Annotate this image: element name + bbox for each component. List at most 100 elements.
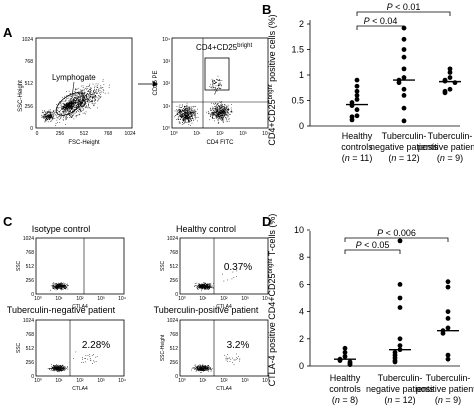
data-point (440, 330, 446, 336)
data-point (445, 279, 451, 285)
panel-d-medians (334, 329, 459, 360)
x-tick-label: 256 (56, 131, 65, 137)
panel-a-plot1-frame (35, 37, 133, 129)
y-tick-label: 0 (30, 126, 33, 132)
y-tick-label: 10³ (163, 59, 171, 65)
panel-c-events (47, 270, 241, 373)
y-tick-label: 512 (170, 264, 179, 270)
panel-c-plot2-frame (179, 237, 269, 295)
y-tick-label: 256 (170, 360, 179, 366)
y-tick-label: 0 (299, 121, 304, 131)
panel-b-y-ticks: 0 0.5 1 1.5 2 (291, 19, 310, 131)
x-tick-label: 10³ (97, 296, 105, 302)
x-tick-label: 10² (76, 378, 84, 384)
event-cloud (50, 282, 69, 291)
y-tick-label: 0 (31, 292, 34, 298)
significance-bracket (356, 11, 451, 16)
panel-d-y-ticks: 0 2 4 6 8 10 (294, 225, 310, 371)
group-label: negative patients (366, 384, 435, 394)
group-label: negative patients (370, 142, 439, 152)
x-tick-label: 10⁴ (118, 296, 126, 302)
group-n: (n = 9) (437, 153, 463, 163)
data-point (342, 354, 348, 359)
y-tick-label: 10 (294, 225, 304, 235)
data-point (447, 86, 453, 92)
data-point (354, 93, 360, 98)
x-tick-label: 10² (220, 378, 228, 384)
panel-c-plot4-xlabel: CTLA4 (216, 386, 232, 392)
significance-bracket (356, 25, 405, 30)
x-tick-label: 10³ (97, 378, 105, 384)
event-cloud (222, 270, 238, 282)
y-tick-label: 768 (26, 332, 35, 338)
event-cloud (48, 79, 110, 126)
significance-label: P < 0.05 (356, 240, 390, 250)
data-point (401, 93, 407, 98)
group-label: Tuberculin- (426, 373, 471, 383)
event-cloud (61, 98, 76, 113)
y-tick-label: 768 (170, 332, 179, 338)
group-label: Tuberculin- (428, 131, 473, 141)
x-tick-label: 10¹ (199, 296, 207, 302)
y-tick-label: 512 (26, 346, 35, 352)
panel-c-ticks: 0 256 512 768 1024 10⁰ 10¹ 10² 10³ 10⁴ 0 256 512 768 1… (23, 236, 270, 384)
y-tick-label: 1024 (23, 318, 34, 324)
data-point (401, 75, 407, 80)
group-label: Healthy (342, 131, 373, 141)
significance-label: P < 0.006 (377, 228, 416, 238)
x-tick-label: 0 (36, 131, 39, 137)
y-tick-label: 10⁴ (162, 37, 170, 43)
x-tick-label: 10¹ (199, 378, 207, 384)
panel-label-c: C (3, 214, 13, 229)
event-cloud (194, 282, 214, 292)
event-cloud (173, 103, 199, 126)
group-n: (n = 8) (332, 395, 358, 405)
panel-a-plot1-ylabel: SSC-Height (18, 80, 24, 112)
y-tick-label: 10² (163, 81, 171, 87)
y-tick-label: 1024 (23, 236, 34, 242)
y-tick-label: 512 (170, 346, 179, 352)
panel-c-plot3-ylabel: SSC (16, 342, 22, 353)
x-tick-label: 10⁰ (178, 378, 186, 384)
data-point (401, 36, 407, 42)
panel-a-plot1-yticks: 0 256 512 768 1024 (22, 37, 33, 132)
lymphogate-gate (55, 92, 85, 116)
panel-b: CD4+CD25bright positive cells (%) 0 0.5 1 1… (267, 2, 474, 163)
panel-c-plot3-frame (35, 319, 125, 377)
data-point (401, 105, 407, 111)
group-label: Tuberculin- (382, 131, 427, 141)
panel-c-plot1-ylabel: SSC (16, 260, 22, 271)
panel-c: Isotype control Healthy control Tubercul… (7, 224, 270, 392)
y-tick-label: 256 (26, 360, 35, 366)
panel-c-plot4-frame (179, 319, 269, 377)
panel-a-plot2-events (173, 75, 233, 126)
x-tick-label: 10¹ (55, 378, 63, 384)
data-point (397, 238, 403, 244)
y-tick-label: 256 (25, 104, 34, 110)
x-tick-label: 10⁰ (34, 296, 42, 302)
panel-d-significance: P < 0.05 P < 0.006 (344, 228, 449, 254)
x-tick-label: 10⁰ (170, 131, 178, 137)
x-tick-label: 10⁴ (262, 296, 270, 302)
panel-d-ylabel: CTLA-4 positive CD4+CD25bright T-cells (… (267, 214, 277, 387)
y-tick-label: 8 (299, 252, 304, 262)
panel-b-points (349, 25, 458, 124)
significance-label: P < 0.01 (387, 2, 421, 12)
lymphogate-label: Lymphogate (52, 73, 96, 82)
data-point (396, 80, 402, 86)
group-label: Healthy (330, 373, 361, 383)
y-tick-label: 256 (26, 278, 35, 284)
x-tick-label: 10¹ (55, 296, 63, 302)
panel-a: Lymphogate SSC-Height FSC-Height 0 256 5… (18, 37, 270, 146)
data-point (447, 66, 453, 72)
data-point (401, 47, 407, 52)
data-point (401, 54, 407, 60)
panel-c-plot4-ylabel: SSC-Height (160, 334, 166, 361)
panel-c-plot2-ylabel: SSC (160, 260, 166, 271)
panel-c-plot2-xlabel: CTLA4 (216, 304, 232, 310)
data-point (354, 113, 360, 119)
data-point (401, 86, 407, 92)
panel-a-plot2-ylabel: CD25 PE (153, 70, 159, 95)
group-label: positive patients (418, 142, 474, 152)
y-tick-label: 512 (26, 264, 35, 270)
